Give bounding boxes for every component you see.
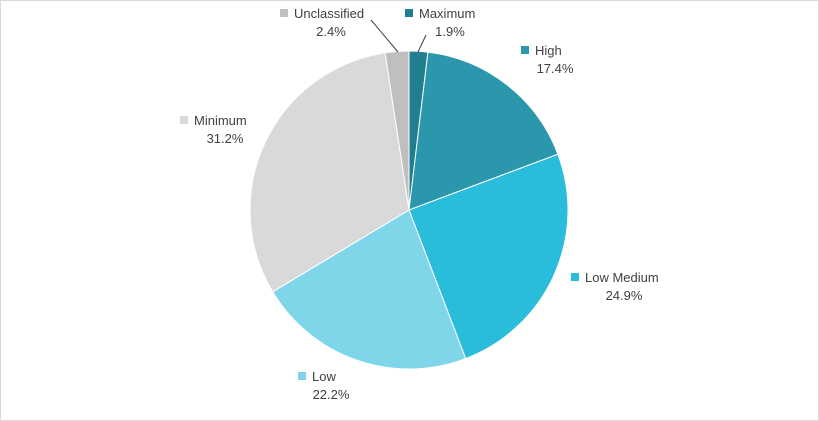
pie-slice-low-medium xyxy=(408,153,569,360)
pie-slice-minimum xyxy=(249,52,410,293)
slice-percent-high: 17.4% xyxy=(537,61,574,76)
slice-percent-unclassified: 2.4% xyxy=(316,24,346,39)
slice-percent-low: 22.2% xyxy=(313,387,350,402)
slice-name-low: Low xyxy=(312,369,336,384)
slice-name-low-medium: Low Medium xyxy=(585,270,659,285)
pie-slice-high xyxy=(408,51,559,211)
leader-line-unclassified xyxy=(370,19,399,53)
slice-name-minimum: Minimum xyxy=(194,113,247,128)
leader-line-maximum xyxy=(417,34,427,53)
slice-percent-low-medium: 24.9% xyxy=(606,288,643,303)
slice-name-maximum: Maximum xyxy=(419,6,475,21)
slice-percent-minimum: 31.2% xyxy=(207,131,244,146)
legend-key-high xyxy=(521,46,529,54)
pie-slice-low xyxy=(271,209,467,370)
legend-key-maximum xyxy=(405,9,413,17)
legend-key-low-medium xyxy=(571,273,579,281)
legend-key-unclassified xyxy=(280,9,288,17)
legend-key-low xyxy=(298,372,306,380)
legend-key-minimum xyxy=(180,116,188,124)
slice-name-unclassified: Unclassified xyxy=(294,6,364,21)
slice-name-high: High xyxy=(535,43,562,58)
slice-percent-maximum: 1.9% xyxy=(435,24,465,39)
